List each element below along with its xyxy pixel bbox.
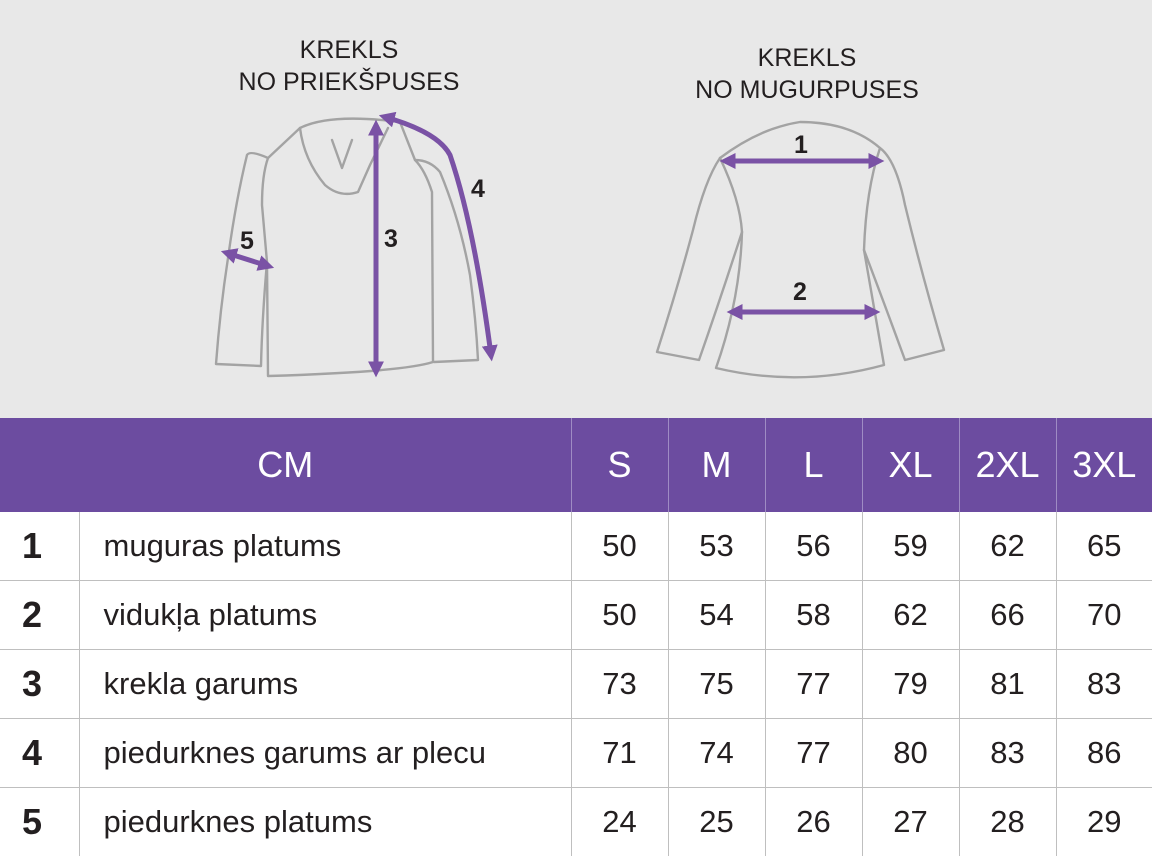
value-cell: 56 [764, 512, 862, 581]
value-cell: 73 [570, 649, 668, 719]
size-header-l: L [764, 418, 862, 512]
table-row: 1 muguras platums 50 53 56 59 62 65 [0, 512, 1152, 581]
value-cell: 65 [1055, 512, 1152, 581]
value-cell: 77 [764, 649, 862, 719]
value-cell: 58 [764, 580, 862, 650]
value-cell: 79 [861, 649, 959, 719]
marker-1: 1 [794, 131, 808, 159]
table-row: 2 vidukļa platums 50 54 58 62 66 70 [0, 580, 1152, 650]
row-number: 2 [0, 580, 79, 650]
value-cell: 83 [958, 718, 1056, 788]
unit-header: CM [0, 418, 571, 512]
garment-diagrams: 3 4 5 1 2 [214, 111, 946, 379]
size-header-m: M [667, 418, 765, 512]
row-label: vidukļa platums [78, 580, 571, 650]
front-caption-line1: KREKLS [299, 36, 399, 64]
row-number: 1 [22, 525, 43, 566]
marker-4: 4 [471, 175, 485, 203]
value-cell: 71 [570, 718, 668, 788]
diagram-area: KREKLS NO PRIEKŠPUSES KREKLS NO MUGURPUS… [0, 0, 1152, 418]
back-caption: KREKLS NO MUGURPUSES [657, 42, 957, 106]
table-row: 4 piedurknes garums ar plecu 71 74 77 80… [0, 718, 1152, 788]
size-header-s: S [570, 418, 668, 512]
row-label: piedurknes garums ar plecu [78, 718, 571, 788]
value-cell: 53 [667, 512, 765, 581]
value-cell: 75 [667, 649, 765, 719]
size-table: CM S M L XL 2XL 3XL 1 muguras platums 50… [0, 418, 1152, 856]
row-number: 4 [0, 718, 79, 788]
measure-5-line [220, 248, 275, 271]
row-number: 5 [0, 787, 79, 856]
value-cell: 74 [667, 718, 765, 788]
row-label: muguras platums [78, 512, 571, 581]
value-cell: 28 [958, 787, 1056, 856]
value-cell: 70 [1055, 580, 1152, 650]
marker-3: 3 [384, 225, 398, 253]
value-cell: 29 [1055, 787, 1152, 856]
row-number: 3 [0, 649, 79, 719]
value-cell: 25 [667, 787, 765, 856]
row-label: krekla garums [78, 649, 571, 719]
value-cell: 86 [1055, 718, 1152, 788]
value-cell: 62 [958, 512, 1056, 581]
table-row: 3 krekla garums 73 75 77 79 81 83 [0, 649, 1152, 719]
row-label: piedurknes platums [78, 787, 571, 856]
measure-4-line [378, 111, 498, 362]
back-caption-line2: NO MUGURPUSES [695, 76, 919, 104]
value-cell: 50 [570, 512, 668, 581]
front-shirt-outline [214, 117, 480, 378]
marker-5: 5 [240, 227, 254, 255]
front-measure-lines [220, 111, 498, 378]
table-row: 5 piedurknes platums 24 25 26 27 28 29 [0, 787, 1152, 856]
value-cell: 62 [861, 580, 959, 650]
value-cell: 54 [667, 580, 765, 650]
value-cell: 77 [764, 718, 862, 788]
back-caption-line1: KREKLS [757, 44, 857, 72]
front-caption-line2: NO PRIEKŠPUSES [238, 68, 460, 96]
back-measure-lines [719, 152, 885, 321]
size-header-2xl: 2XL [958, 418, 1056, 512]
value-cell: 26 [764, 787, 862, 856]
value-cell: 27 [861, 787, 959, 856]
size-header-3xl: 3XL [1055, 418, 1152, 512]
value-cell: 66 [958, 580, 1056, 650]
value-cell: 83 [1055, 649, 1152, 719]
front-caption: KREKLS NO PRIEKŠPUSES [199, 34, 499, 98]
value-cell: 59 [861, 512, 959, 581]
size-header-xl: XL [861, 418, 959, 512]
table-header-row: CM S M L XL 2XL 3XL [0, 418, 1152, 512]
back-shirt-outline [655, 120, 946, 379]
value-cell: 50 [570, 580, 668, 650]
value-cell: 80 [861, 718, 959, 788]
marker-2: 2 [793, 278, 807, 306]
value-cell: 24 [570, 787, 668, 856]
value-cell: 81 [958, 649, 1056, 719]
